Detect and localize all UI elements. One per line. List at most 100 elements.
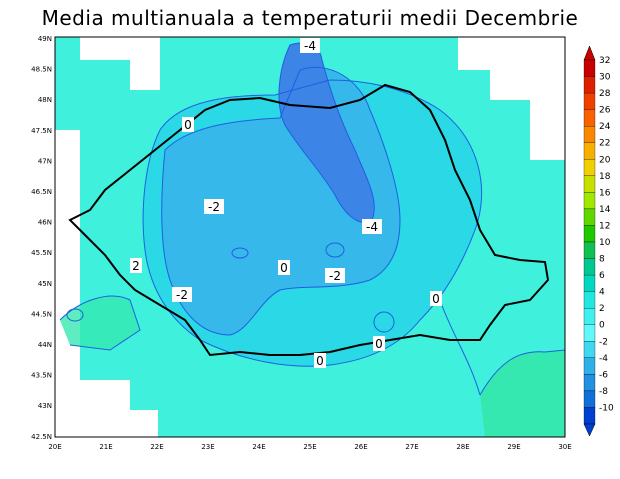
contour-label-bg [172,287,192,302]
colorbar-label: 28 [599,89,611,99]
longitude-axis: 20E 21E 22E 23E 24E 25E 26E 27E 28E 29E 30E [48,443,571,451]
colorbar-label: -10 [599,403,614,413]
latitude-tick-label: 47N [38,157,52,165]
colorbar-swatch [583,175,596,193]
nodata-region [458,37,565,160]
nodata-region [130,410,158,437]
colorbar-label: 6 [599,271,605,281]
colorbar-label: 2 [599,304,605,314]
contour-label: 0 [280,261,288,275]
plot-area [54,36,566,438]
colorbar-label: 24 [599,122,611,132]
colorbar-swatch [583,291,596,309]
colorbar-label: 22 [599,139,610,149]
contour-label-bg [325,268,345,283]
colorbar-swatch [583,59,596,77]
longitude-tick-label: 24E [252,443,265,451]
contour-label: 0 [316,354,324,368]
contour-label-bg [204,199,224,214]
colorbar-swatch [583,324,596,342]
contour-label-bg [182,117,194,132]
latitude-tick-label: 44.5N [31,310,52,318]
contour-label: 2 [132,259,140,273]
contour-label-bg [373,336,385,351]
latitude-tick-label: 42.5N [31,433,52,441]
longitude-tick-label: 22E [150,443,163,451]
latitude-axis: 49N 48.5N 48N 47.5N 47N 46.5N 46N 45.5N 45N 44.5N… [31,35,52,441]
latitude-tick-label: 46N [38,219,52,227]
colorbar-arrow-top [583,45,596,61]
colorbar-label: 0 [599,321,605,331]
contour-label-bg [278,260,290,275]
longitude-tick-label: 26E [354,443,367,451]
map-title: Media multianuala a temperaturii medii D… [41,6,579,30]
nodata-region [80,37,160,90]
contour-label-bg [300,38,320,53]
contour-label: -2 [208,200,220,214]
colorbar-label: 10 [599,238,611,248]
colorbar-swatch [583,109,596,127]
longitude-tick-label: 28E [456,443,469,451]
colorbar-swatch [583,390,596,408]
latitude-tick-label: 44N [38,341,52,349]
longitude-tick-label: 20E [48,443,61,451]
colorbar-arrow-bottom [583,423,596,437]
contour-label: -4 [366,220,378,234]
latitude-tick-label: 45.5N [31,249,52,257]
colorbar-swatch [583,374,596,392]
warm-zone [60,296,140,350]
colorbar-swatch [583,274,596,292]
longitude-tick-label: 27E [405,443,418,451]
contour-labels: -4 0 -2 -4 2 0 -2 -2 0 0 0 [130,38,442,368]
colorbar-swatch [583,407,596,425]
colorbar-swatch [583,258,596,276]
longitude-tick-label: 30E [558,443,571,451]
longitude-tick-label: 23E [201,443,214,451]
colorbar-swatch [583,142,596,160]
colorbar-swatch [583,208,596,226]
latitude-tick-label: 48.5N [31,66,52,74]
colorbar-swatch [583,76,596,94]
latitude-tick-label: 47.5N [31,127,52,135]
colorbar-swatch [583,225,596,243]
plot-frame [54,36,566,438]
colorbar-label: 32 [599,56,610,66]
nodata-region [55,350,80,437]
contour-label-bg [362,219,382,234]
latitude-tick-label: 48N [38,96,52,104]
latitude-tick-label: 49N [38,35,52,43]
colorbar-label: 26 [599,106,611,116]
country-border [68,83,550,357]
colorbar-label: -2 [599,337,608,347]
contour-label-bg [130,258,142,273]
colorbar-swatch [583,241,596,259]
contour-label: -2 [329,269,341,283]
colorbar-label: -8 [599,387,608,397]
longitude-tick-label: 21E [99,443,112,451]
contour-label-bg [430,291,442,306]
colorbar-label: 8 [599,255,605,265]
contour-label: 0 [432,292,440,306]
colorbar-label: -4 [599,354,608,364]
nodata-region [55,130,80,350]
contour-label: -4 [304,39,316,53]
contour-zone-m4 [278,43,375,223]
colorbar-swatch [583,357,596,375]
latitude-tick-label: 43.5N [31,372,52,380]
colorbar-swatch [583,159,596,176]
longitude-tick-label: 25E [303,443,316,451]
colorbar-label: 18 [599,172,611,182]
colorbar-swatch [583,92,596,110]
colorbar-swatch [583,308,596,325]
colorbar-label: 14 [599,205,611,215]
colorbar-label: 30 [599,73,611,83]
contour-label: 0 [184,118,192,132]
nodata-region [80,380,130,437]
colorbar-swatch [583,126,596,143]
colorbar-label: 16 [599,188,611,198]
contour-label-bg [314,353,326,368]
warm-zone [480,350,565,437]
latitude-tick-label: 46.5N [31,188,52,196]
